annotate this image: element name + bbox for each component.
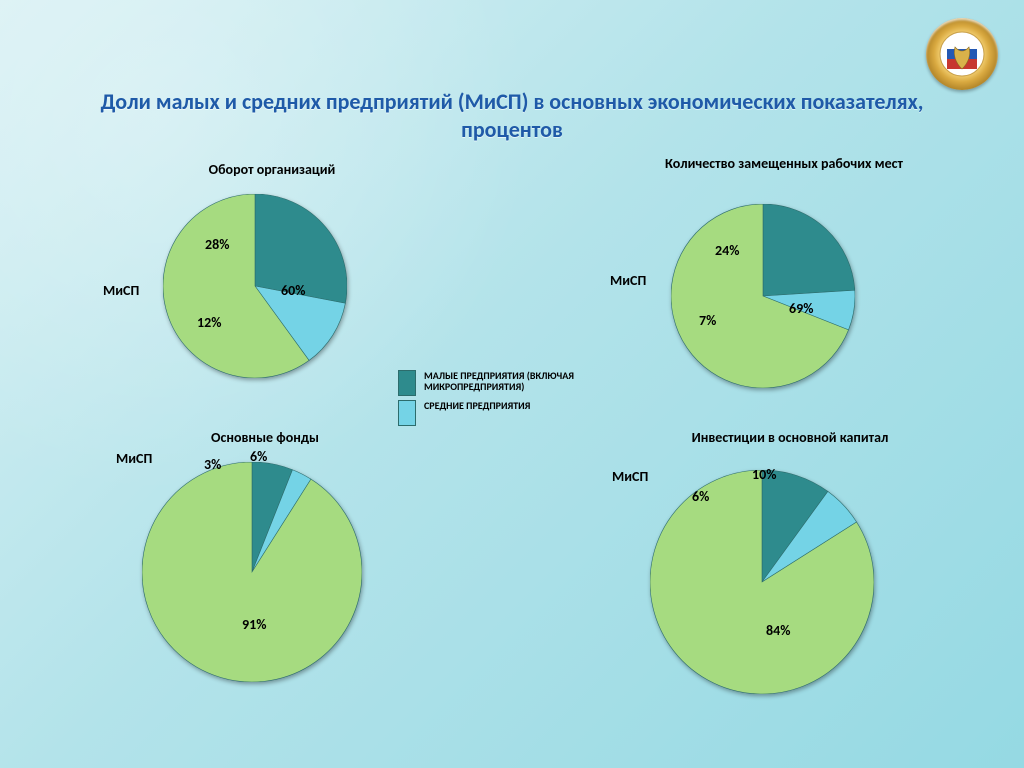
misp-label-jobs: МиСП [610,272,646,289]
pie-jobs: 24% 7% 69% [671,204,855,388]
pct-invest-medium: 6% [692,488,709,505]
pie-invest: 10%6%84% [650,470,874,694]
pct-turnover-small: 28% [205,236,229,253]
chart-title-jobs: Количество замещенных рабочих мест [654,156,914,171]
chart-title-turnover: Оборот организаций [172,162,372,177]
slice-jobs-small [763,204,855,296]
legend-swatch-small [398,370,416,396]
emblem-logo [926,18,998,90]
pie-funds: 6%3%91% [142,462,362,682]
pct-turnover-medium: 12% [197,314,221,331]
page-title: Доли малых и средних предприятий (МиСП) … [60,88,964,143]
legend-label-small: МАЛЫЕ ПРЕДПРИЯТИЯ (ВКЛЮЧАЯ МИКРОПРЕДПРИЯ… [424,370,614,392]
legend-label-medium: СРЕДНИЕ ПРЕДПРИЯТИЯ [424,400,530,411]
pie-turnover: 28% 12% 60% [163,194,347,378]
legend: МАЛЫЕ ПРЕДПРИЯТИЯ (ВКЛЮЧАЯ МИКРОПРЕДПРИЯ… [398,370,614,430]
legend-swatch-medium [398,400,416,426]
chart-title-invest: Инвестиции в основной капитал [640,430,940,445]
pct-funds-small: 6% [250,448,267,465]
pct-jobs-rest: 69% [789,300,813,317]
chart-title-funds: Основные фонды [165,430,365,445]
pct-jobs-small: 24% [715,242,739,259]
pct-funds-rest: 91% [242,616,266,633]
pct-jobs-medium: 7% [699,312,716,329]
pct-invest-small: 10% [752,466,776,483]
misp-label-funds: МиСП [116,450,152,467]
pct-invest-rest: 84% [766,622,790,639]
pct-turnover-rest: 60% [281,282,305,299]
misp-label-invest: МиСП [612,468,648,485]
pct-funds-medium: 3% [204,456,221,473]
misp-label-turnover: МиСП [103,282,139,299]
slice-funds-rest [142,462,362,682]
